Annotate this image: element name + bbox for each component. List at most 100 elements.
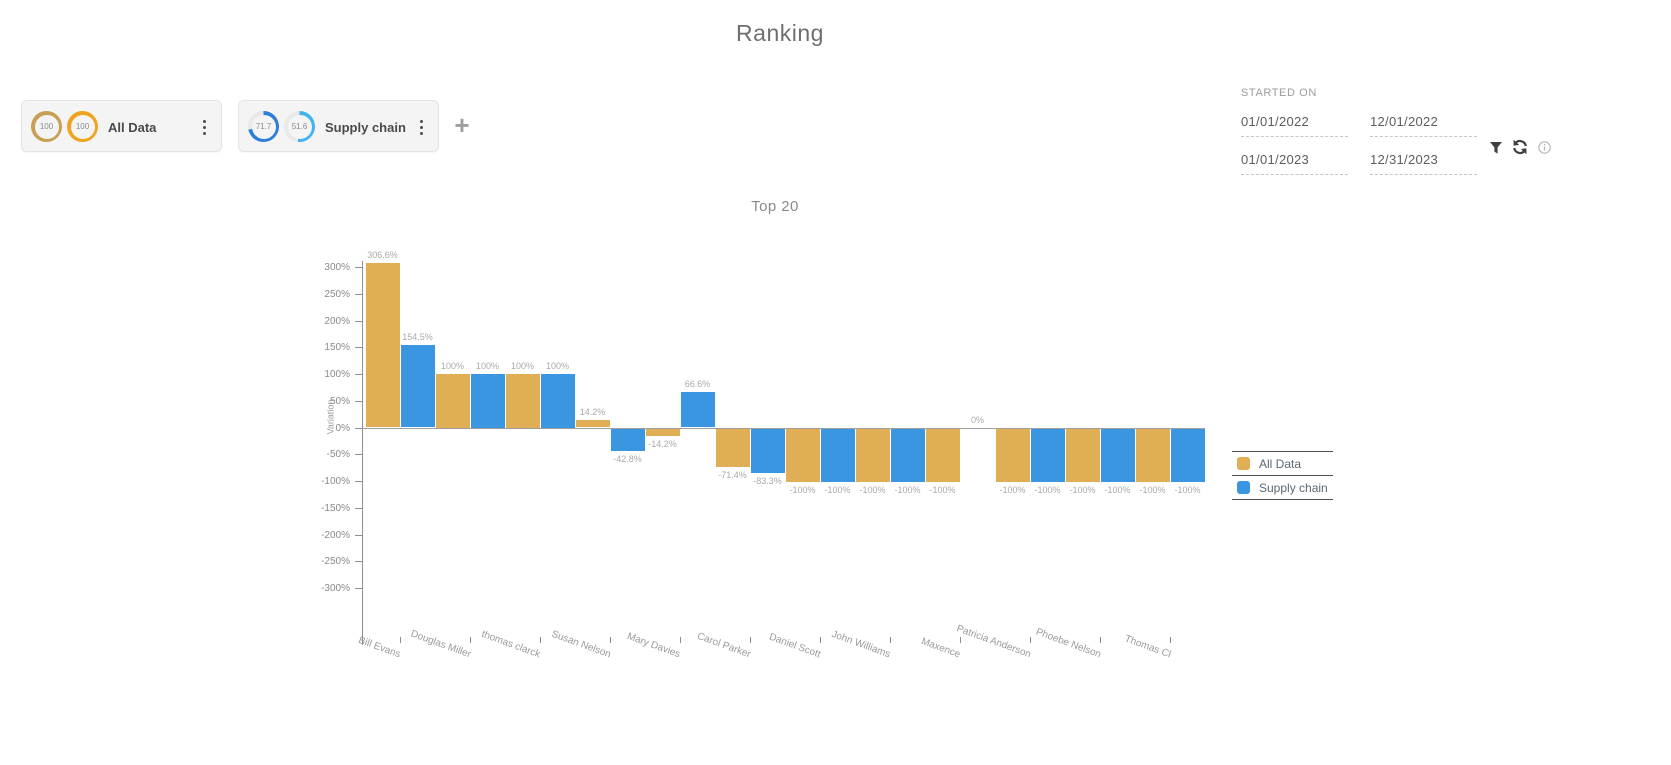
- bar-value-label: -100%: [1104, 485, 1131, 495]
- date-input-period2-end[interactable]: 12/31/2023: [1370, 152, 1477, 175]
- scorecard-supply-chain[interactable]: 71.7 51.6 Supply chain: [238, 100, 439, 152]
- bar-value-label: -100%: [894, 485, 921, 495]
- category-label: Carol Parker: [695, 630, 752, 661]
- x-tick: [1100, 637, 1101, 643]
- y-tick-label: 100%: [324, 369, 350, 380]
- bar-supply-chain[interactable]: [610, 428, 645, 452]
- legend-item-supply-chain[interactable]: Supply chain: [1232, 476, 1333, 500]
- bar-value-label: 100%: [545, 361, 570, 371]
- bar-all-data[interactable]: [785, 428, 820, 482]
- y-tick: [355, 267, 362, 268]
- date-input-period1-start[interactable]: 01/01/2022: [1241, 114, 1348, 137]
- gauge-ring: 100: [31, 111, 62, 142]
- bar-all-data[interactable]: [575, 419, 610, 428]
- bar-all-data[interactable]: [855, 428, 890, 482]
- bar-value-label: -100%: [929, 485, 956, 495]
- date-input-period1-end[interactable]: 12/01/2022: [1370, 114, 1477, 137]
- y-tick: [355, 507, 362, 509]
- bar-value-label: -71.4%: [718, 469, 747, 480]
- x-tick: [1170, 637, 1171, 643]
- x-tick: [540, 637, 541, 643]
- bar-supply-chain[interactable]: [400, 344, 435, 428]
- date-input-period2-start[interactable]: 01/01/2023: [1241, 152, 1348, 175]
- y-tick-label: 50%: [329, 395, 350, 407]
- bar-value-label: 14.2%: [579, 406, 606, 417]
- category-label: Daniel Scott: [767, 631, 822, 661]
- add-card-button[interactable]: +: [454, 110, 470, 140]
- y-tick: [355, 427, 362, 429]
- info-icon[interactable]: [1538, 141, 1551, 159]
- y-tick: [355, 561, 362, 563]
- bar-supply-chain[interactable]: [1170, 428, 1205, 482]
- bar-supply-chain[interactable]: [750, 428, 785, 474]
- bar-all-data[interactable]: [645, 428, 680, 437]
- y-tick: [355, 400, 362, 402]
- bar-all-data[interactable]: [995, 428, 1030, 482]
- y-tick-label: -100%: [321, 476, 350, 487]
- y-tick: [355, 454, 362, 456]
- y-tick-label: 0%: [335, 422, 350, 434]
- bar-all-data[interactable]: [1135, 428, 1170, 482]
- gauge-value: 100: [39, 122, 54, 131]
- x-tick: [750, 637, 751, 643]
- bar-supply-chain[interactable]: [470, 374, 505, 428]
- kebab-menu-icon[interactable]: [414, 115, 428, 139]
- y-tick: [355, 320, 362, 322]
- bar-value-label: 154.5%: [402, 331, 433, 342]
- x-tick: [680, 637, 681, 643]
- scorecard-all-data[interactable]: 100 100 All Data: [21, 100, 222, 152]
- bar-value-label: -100%: [1174, 485, 1201, 495]
- chart-title: Top 20: [751, 198, 799, 215]
- bar-supply-chain[interactable]: [820, 428, 855, 482]
- bar-value-label: -100%: [1069, 485, 1096, 495]
- started-on-label: STARTED ON: [1241, 87, 1317, 99]
- filter-icon[interactable]: [1489, 141, 1503, 160]
- x-tick: [470, 637, 471, 643]
- category-label: Patricia Anderson: [954, 623, 1032, 661]
- y-tick-label: 300%: [324, 262, 350, 273]
- bar-supply-chain[interactable]: [1030, 428, 1065, 482]
- y-tick-label: 150%: [324, 342, 350, 354]
- legend-item-all-data[interactable]: All Data: [1232, 452, 1333, 476]
- y-tick-label: -300%: [321, 583, 350, 594]
- x-tick: [1030, 637, 1031, 643]
- bar-all-data[interactable]: [435, 374, 470, 428]
- y-tick-label: 200%: [324, 315, 350, 327]
- legend-swatch: [1237, 457, 1250, 470]
- bar-supply-chain[interactable]: [1100, 428, 1135, 482]
- bar-supply-chain[interactable]: [540, 374, 575, 428]
- bar-all-data[interactable]: [505, 374, 540, 428]
- category-label: John Williams: [830, 628, 892, 661]
- bar-value-label: 306.6%: [367, 250, 398, 261]
- refresh-icon[interactable]: [1512, 139, 1528, 160]
- y-tick-label: 250%: [324, 288, 350, 300]
- gauge-ring: 100: [67, 111, 98, 142]
- y-tick: [355, 588, 362, 589]
- category-label: thomas clarck: [480, 628, 542, 661]
- bar-all-data[interactable]: [1065, 428, 1100, 482]
- y-tick-label: -50%: [326, 449, 350, 461]
- category-label: Bill Evans: [356, 634, 402, 661]
- category-label: Maxence: [920, 636, 962, 661]
- bar-value-label: -100%: [789, 485, 816, 495]
- scorecard-title: Supply chain: [325, 119, 406, 135]
- bar-value-label: -100%: [859, 485, 886, 495]
- y-tick-label: -250%: [321, 556, 350, 568]
- y-tick: [355, 481, 362, 482]
- bar-value-label: -42.8%: [613, 454, 642, 465]
- gauge-value: 71.7: [255, 122, 272, 131]
- bar-supply-chain[interactable]: [680, 391, 715, 428]
- y-tick-label: -200%: [321, 529, 350, 541]
- y-tick: [355, 534, 362, 536]
- x-tick: [820, 637, 821, 643]
- kebab-menu-icon[interactable]: [197, 115, 211, 139]
- bar-all-data[interactable]: [365, 263, 400, 428]
- zero-baseline: [362, 427, 1205, 429]
- bar-all-data[interactable]: [925, 428, 960, 482]
- bar-value-label: 100%: [510, 361, 535, 371]
- gauge-value: 51.6: [291, 122, 308, 131]
- page-title: Ranking: [736, 20, 824, 46]
- bar-all-data[interactable]: [715, 428, 750, 467]
- bar-value-label: -14.2%: [648, 439, 677, 450]
- bar-supply-chain[interactable]: [890, 428, 925, 482]
